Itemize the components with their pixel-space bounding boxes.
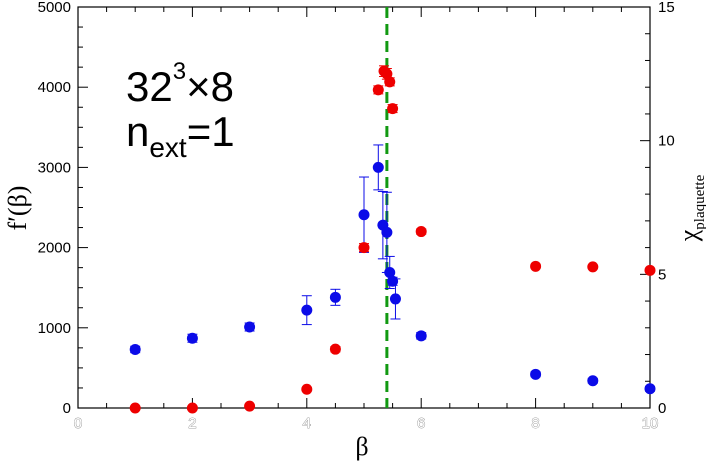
x-tick-label: 6 xyxy=(417,415,425,432)
data-point xyxy=(129,402,141,414)
data-point xyxy=(587,261,599,273)
n-symbol: n xyxy=(126,108,149,155)
x-tick-label: 2 xyxy=(188,415,196,432)
lattice-times: ×8 xyxy=(186,63,234,110)
svg-text:χplaquette: χplaquette xyxy=(674,174,706,242)
data-point xyxy=(358,209,370,221)
data-point xyxy=(372,161,384,173)
red-series xyxy=(129,65,656,414)
y-tick-label: 3000 xyxy=(38,159,71,176)
y2-tick-label: 0 xyxy=(658,400,666,417)
data-point xyxy=(530,260,542,272)
lattice-base: 32 xyxy=(126,63,173,110)
data-point xyxy=(644,383,656,395)
y2-axis-title-sub: plaquette xyxy=(692,174,706,229)
blue-series xyxy=(129,144,656,395)
data-point xyxy=(387,275,399,287)
data-point xyxy=(530,368,542,380)
lattice-size-annotation: 323×8 xyxy=(126,58,234,110)
data-point xyxy=(329,291,341,303)
data-point xyxy=(644,264,656,276)
y-tick-label: 1000 xyxy=(38,320,71,337)
y2-tick-label: 10 xyxy=(658,133,675,150)
y2-tick-label: 15 xyxy=(658,0,675,16)
data-point xyxy=(384,76,396,88)
x-tick-label: 4 xyxy=(303,415,311,432)
y2-axis-title-main: χ xyxy=(674,229,703,242)
data-point xyxy=(384,266,396,278)
data-point xyxy=(329,343,341,355)
data-point xyxy=(301,304,313,316)
n-value: =1 xyxy=(187,108,235,155)
data-point xyxy=(387,103,399,115)
x-axis-title: β xyxy=(355,432,368,461)
data-point xyxy=(415,330,427,342)
data-point xyxy=(244,321,256,333)
y-tick-label: 4000 xyxy=(38,79,71,96)
x-tick-label: 0 xyxy=(74,415,82,432)
y-tick-label: 0 xyxy=(63,400,71,417)
data-point xyxy=(372,84,384,96)
data-point xyxy=(587,375,599,387)
n-ext-annotation: next=1 xyxy=(126,108,235,163)
data-point xyxy=(415,226,427,238)
y-tick-label: 2000 xyxy=(38,240,71,257)
n-subscript: ext xyxy=(149,132,187,163)
data-point xyxy=(244,400,256,412)
x-tick-label: 8 xyxy=(531,415,539,432)
y-axis-title: f′(β) xyxy=(3,186,32,231)
data-point xyxy=(381,226,393,238)
y2-axis-title: χplaquette xyxy=(674,174,706,242)
x-tick-label: 10 xyxy=(642,415,659,432)
data-point xyxy=(389,293,401,305)
data-point xyxy=(186,332,198,344)
y-tick-label: 5000 xyxy=(38,0,71,16)
data-point xyxy=(186,402,198,414)
data-point xyxy=(301,383,313,395)
y2-tick-label: 5 xyxy=(658,266,666,283)
data-point xyxy=(358,242,370,254)
data-marks xyxy=(129,65,656,414)
data-point xyxy=(129,343,141,355)
lattice-exponent: 3 xyxy=(173,58,186,85)
